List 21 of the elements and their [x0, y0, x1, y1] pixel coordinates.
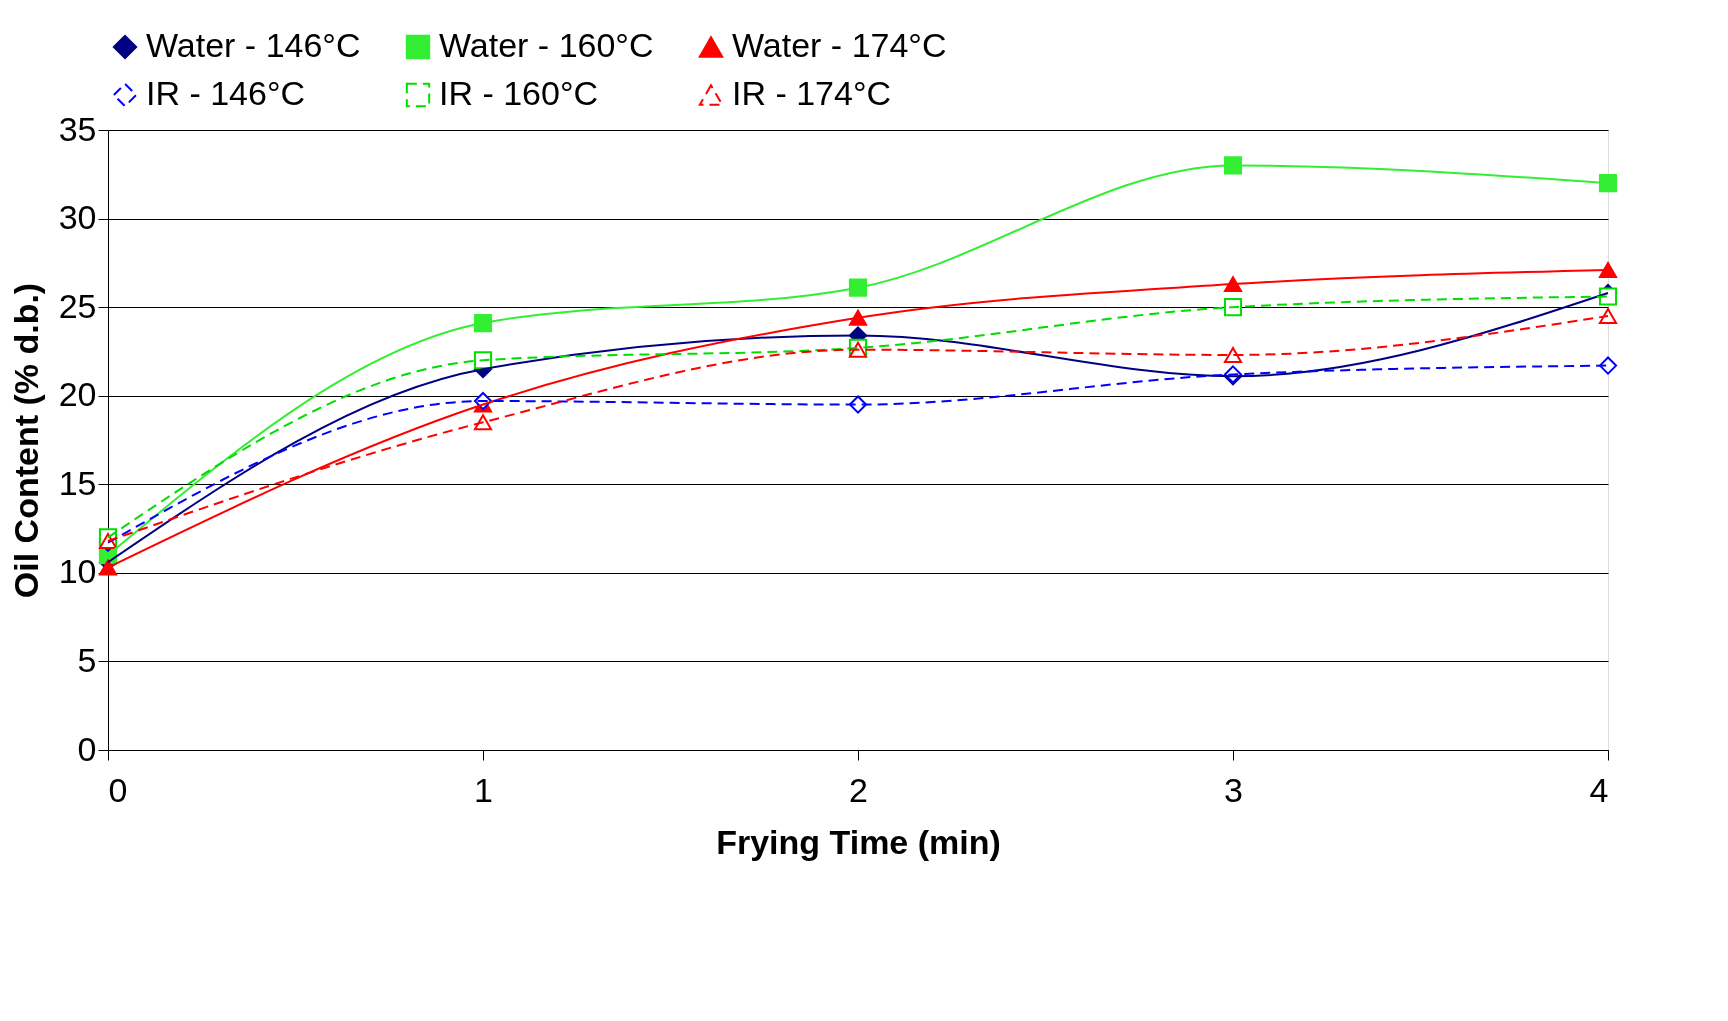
y-tick-label: 10: [58, 552, 97, 591]
y-tick-label: 0: [77, 729, 97, 768]
legend-label: Water - 160°C: [439, 26, 654, 64]
x-tick-label: 1: [474, 770, 493, 809]
y-tick-label: 25: [58, 286, 97, 325]
x-tick-label: 2: [849, 770, 868, 809]
x-tick-label: 3: [1224, 770, 1243, 809]
x-tick-label: 0: [108, 770, 128, 809]
legend-label: Water - 146°C: [146, 26, 361, 64]
y-tick-label: 35: [58, 109, 97, 148]
legend-label: Water - 174°C: [732, 26, 947, 64]
legend-label: IR - 174°C: [732, 74, 892, 112]
x-tick-label: 4: [1589, 770, 1609, 809]
y-tick-label: 20: [58, 375, 97, 414]
y-tick-label: 5: [77, 640, 97, 679]
x-axis-title: Frying Time (min): [716, 822, 1001, 861]
y-tick-label: 30: [58, 198, 97, 237]
y-tick-label: 15: [58, 463, 97, 502]
legend-label: IR - 160°C: [439, 74, 599, 112]
legend-label: IR - 146°C: [146, 74, 306, 112]
y-axis-title: Oil Content (% d.b.): [6, 282, 45, 599]
